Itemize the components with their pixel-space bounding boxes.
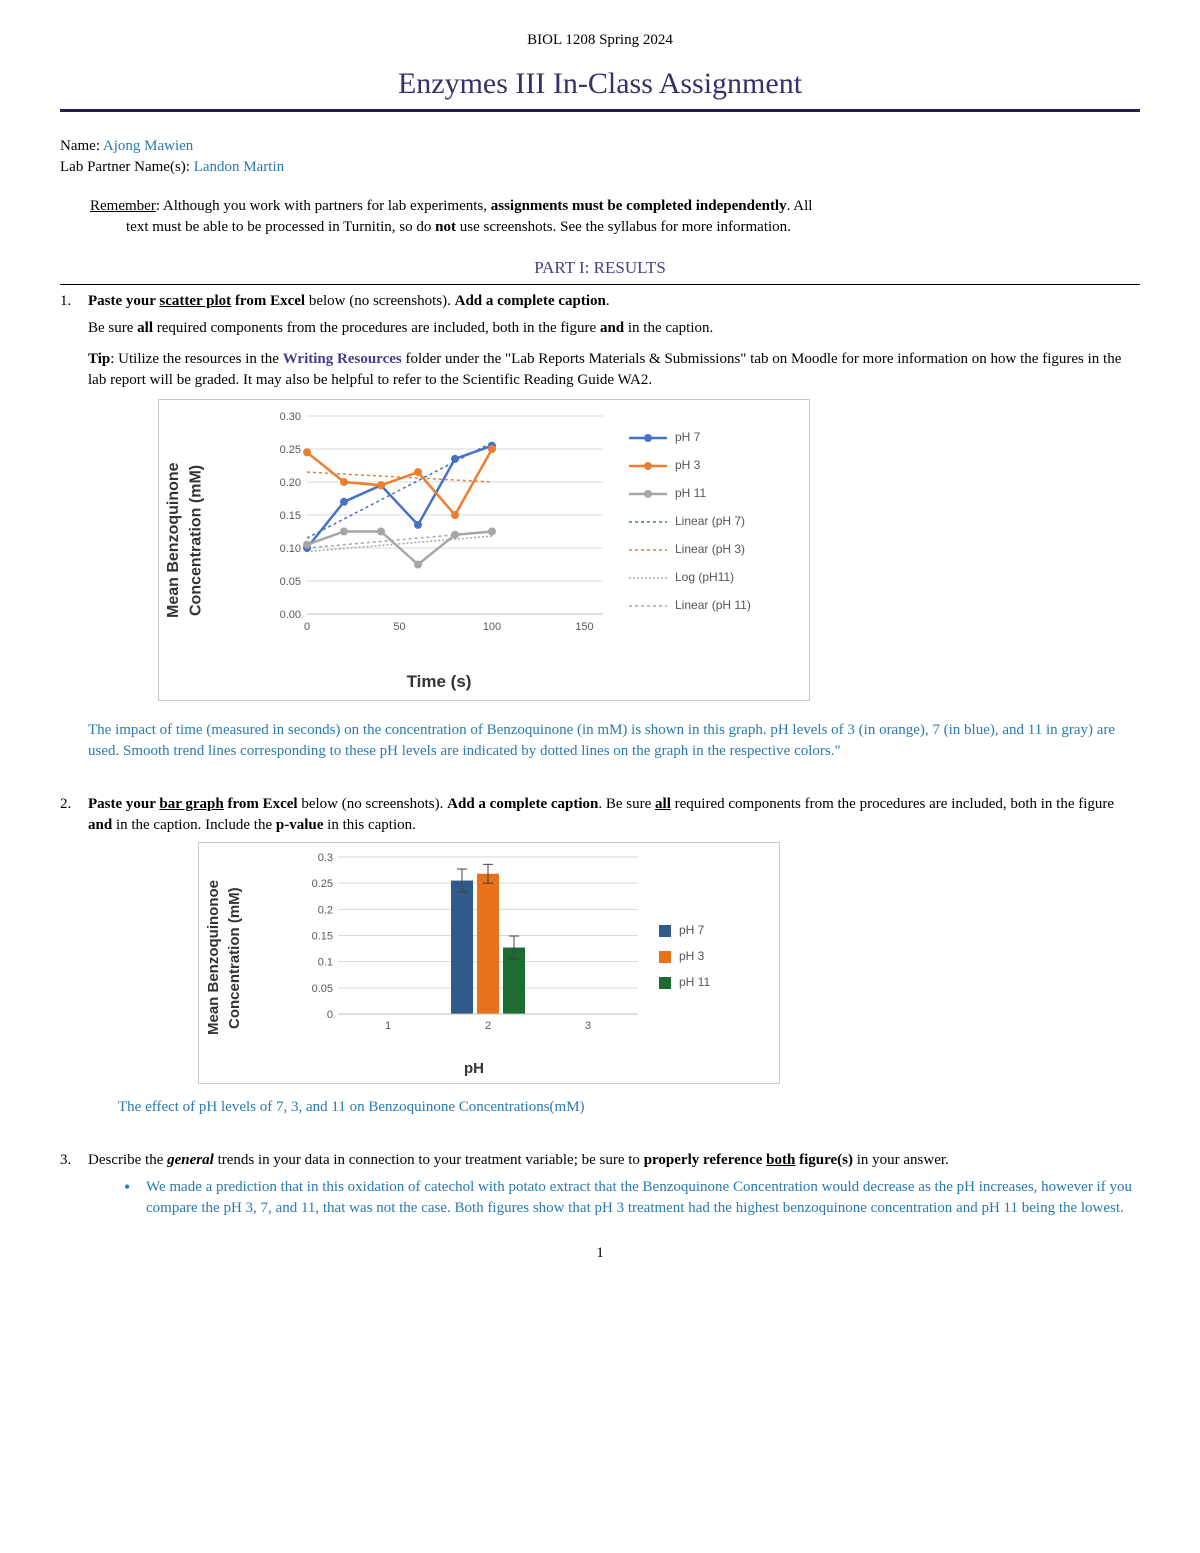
svg-text:1: 1 — [385, 1020, 391, 1032]
chart1-y-title: Mean Benzoquinone Concentration (mM) — [163, 440, 208, 640]
svg-text:0.2: 0.2 — [318, 904, 333, 916]
svg-text:0.25: 0.25 — [312, 878, 333, 890]
svg-text:0.25: 0.25 — [280, 444, 301, 456]
svg-text:0: 0 — [304, 621, 310, 633]
q2-number: 2. — [60, 794, 88, 1124]
question-3: 3. Describe the general trends in your d… — [60, 1144, 1140, 1223]
name-value: Ajong Mawien — [103, 138, 193, 154]
svg-text:0.00: 0.00 — [280, 609, 301, 621]
partner-value: Landon Martin — [194, 159, 284, 175]
chart1-x-title: Time (s) — [269, 670, 609, 694]
caption-1: The impact of time (measured in seconds)… — [88, 720, 1140, 762]
svg-text:2: 2 — [485, 1020, 491, 1032]
chart1-plot: 0.00 0.05 0.10 0.15 0.20 0.25 0.30 0 50 100 150 — [269, 410, 609, 640]
chart1-legend: pH 7pH 3pH 11Linear (pH 7)Linear (pH 3)L… — [629, 430, 751, 626]
svg-text:0: 0 — [327, 1009, 333, 1021]
question-1: 1. Paste your scatter plot from Excel be… — [60, 284, 1140, 768]
q1-number: 1. — [60, 291, 88, 768]
q3-number: 3. — [60, 1150, 88, 1223]
writing-resources-link[interactable]: Writing Resources — [283, 351, 402, 367]
scatter-chart: Mean Benzoquinone Concentration (mM) 0.0… — [159, 400, 809, 700]
svg-text:50: 50 — [393, 621, 405, 633]
name-label: Name: — [60, 138, 103, 154]
chart2-x-title: pH — [304, 1058, 644, 1079]
svg-text:0.1: 0.1 — [318, 956, 333, 968]
svg-text:0.15: 0.15 — [280, 510, 301, 522]
svg-text:0.3: 0.3 — [318, 852, 333, 864]
svg-text:0.15: 0.15 — [312, 930, 333, 942]
svg-text:0.05: 0.05 — [312, 983, 333, 995]
caption-2: The effect of pH levels of 7, 3, and 11 … — [118, 1097, 1140, 1118]
partner-label: Lab Partner Name(s): — [60, 159, 194, 175]
bar-chart: Mean Benzoquinonoe Concentration (mM) 00… — [199, 843, 779, 1083]
name-block: Name: Ajong Mawien Lab Partner Name(s): … — [60, 136, 1140, 178]
part1-heading: PART I: RESULTS — [60, 256, 1140, 280]
svg-text:0.30: 0.30 — [280, 411, 301, 423]
chart2-legend: pH 7pH 3pH 11 — [659, 923, 710, 1001]
page-title: Enzymes III In-Class Assignment — [60, 63, 1140, 112]
question-2: 2. Paste your bar graph from Excel below… — [60, 788, 1140, 1124]
svg-text:150: 150 — [575, 621, 593, 633]
svg-text:100: 100 — [483, 621, 501, 633]
q3-bullet: We made a prediction that in this oxidat… — [124, 1177, 1140, 1219]
course-header: BIOL 1208 Spring 2024 — [60, 30, 1140, 51]
remember-lead: Remember — [90, 198, 156, 214]
page-number: 1 — [60, 1243, 1140, 1264]
chart2-y-title: Mean Benzoquinonoe Concentration (mM) — [203, 873, 245, 1043]
remember-note: Remember: Although you work with partner… — [90, 196, 1110, 238]
svg-text:3: 3 — [585, 1020, 591, 1032]
svg-text:0.05: 0.05 — [280, 576, 301, 588]
svg-text:0.10: 0.10 — [280, 543, 301, 555]
svg-text:0.20: 0.20 — [280, 477, 301, 489]
chart2-plot: 0 0.05 0.1 0.15 0.2 0.25 0.3 1 2 3 — [304, 851, 644, 1036]
